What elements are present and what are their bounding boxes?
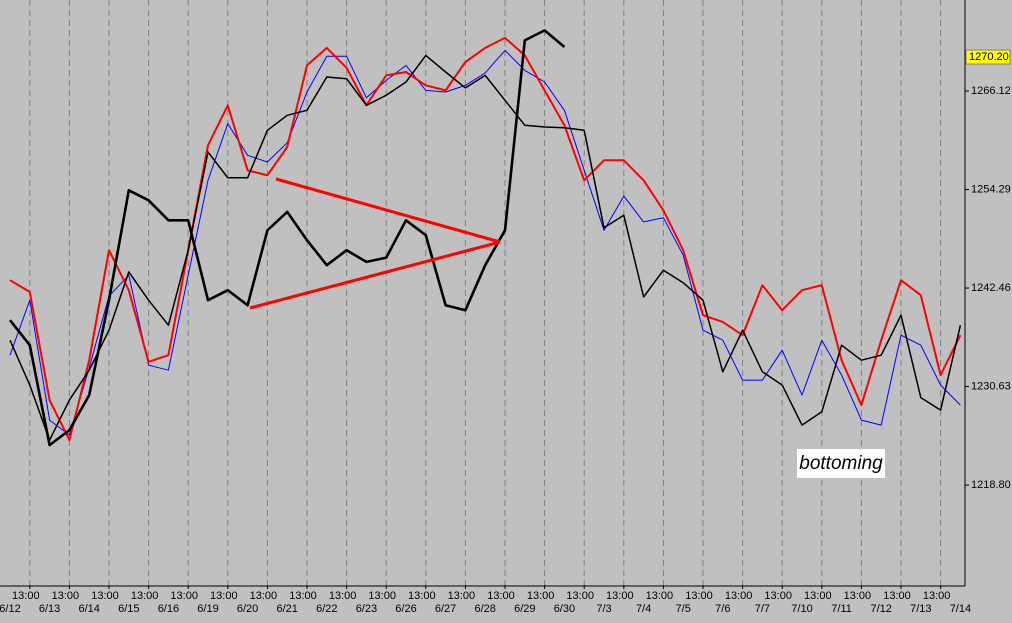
series-line: [8, 29, 566, 447]
y-tick-label: 1266.12: [971, 85, 1011, 97]
x-tick-label: 6/19: [197, 603, 218, 615]
x-time-label: 13:00: [646, 590, 674, 602]
x-time-label: 13:00: [527, 590, 555, 602]
x-tick-label: 7/12: [870, 603, 891, 615]
x-time-label: 13:00: [250, 590, 278, 602]
y-tick-label: 1254.29: [971, 183, 1011, 195]
series-line: [9, 49, 961, 436]
x-tick-label: 7/6: [715, 603, 730, 615]
x-time-label: 13:00: [329, 590, 357, 602]
x-time-label: 13:00: [804, 590, 832, 602]
x-tick-label: 7/10: [791, 603, 812, 615]
x-time-label: 13:00: [844, 590, 872, 602]
x-tick-label: 6/14: [78, 603, 99, 615]
x-time-label: 13:00: [131, 590, 159, 602]
x-time-label: 13:00: [883, 590, 911, 602]
x-tick-label: 6/21: [276, 603, 297, 615]
x-time-label: 13:00: [685, 590, 713, 602]
x-time-label: 13:00: [12, 590, 40, 602]
x-tick-label: 6/26: [395, 603, 416, 615]
x-tick-label: 7/4: [636, 603, 651, 615]
x-time-label: 13:00: [408, 590, 436, 602]
x-tick-label: 7/5: [676, 603, 691, 615]
last-value-box: [965, 49, 1011, 65]
y-tick-label: 1218.80: [971, 479, 1011, 491]
last-value-label: 1270.20: [969, 51, 1009, 63]
x-tick-label: 7/7: [755, 603, 770, 615]
x-time-label: 13:00: [448, 590, 476, 602]
y-tick-label: 1242.46: [971, 282, 1011, 294]
x-tick-label: 7/3: [596, 603, 611, 615]
x-time-label: 13:00: [764, 590, 792, 602]
x-tick-label: 7/11: [831, 603, 852, 615]
annotation-box: [797, 449, 885, 478]
x-time-label: 13:00: [487, 590, 515, 602]
x-time-label: 13:00: [725, 590, 753, 602]
x-tick-label: 6/27: [435, 603, 456, 615]
y-tick-label: 1230.63: [971, 380, 1011, 392]
x-time-label: 13:00: [606, 590, 634, 602]
x-tick-label: 7/14: [950, 603, 971, 615]
x-time-label: 13:00: [210, 590, 238, 602]
x-tick-label: 6/15: [118, 603, 139, 615]
x-time-label: 13:00: [368, 590, 396, 602]
triangle-annotation: [249, 177, 501, 310]
x-time-label: 13:00: [289, 590, 317, 602]
x-time-label: 13:00: [923, 590, 951, 602]
x-time-label: 13:00: [566, 590, 594, 602]
x-tick-label: 6/30: [554, 603, 575, 615]
triangle-edge: [249, 240, 501, 310]
x-tick-label: 7/13: [910, 603, 931, 615]
x-time-label: 13:00: [52, 590, 80, 602]
annotation: bottoming: [799, 453, 883, 474]
x-time-label: 13:00: [170, 590, 198, 602]
x-tick-label: 6/20: [237, 603, 258, 615]
x-tick-label: 6/29: [514, 603, 535, 615]
x-tick-label: 6/13: [39, 603, 60, 615]
x-tick-label: 6/22: [316, 603, 337, 615]
series-line: [9, 36, 962, 442]
series-line: [9, 54, 962, 441]
x-time-label: 13:00: [91, 590, 119, 602]
x-tick-label: 6/23: [356, 603, 377, 615]
x-tick-label: 6/12: [0, 603, 21, 615]
x-tick-label: 6/16: [158, 603, 179, 615]
triangle-edge: [275, 177, 501, 244]
x-tick-label: 6/28: [474, 603, 495, 615]
